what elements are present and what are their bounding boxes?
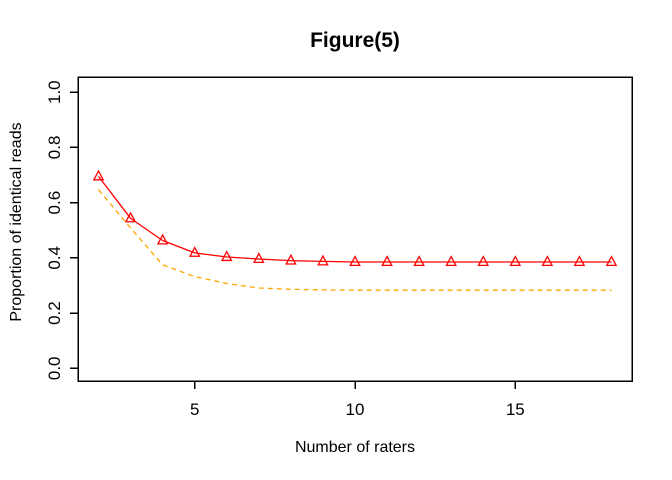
x-tick-label: 5 [190, 400, 199, 419]
data-point-marker-red-solid-triangles [605, 255, 618, 267]
data-point-marker-red-solid-triangles [285, 253, 297, 265]
series-line-red-solid-triangles [97, 176, 612, 263]
data-point-marker-red-solid-triangles [156, 233, 169, 245]
y-tick-label: 0.4 [45, 246, 64, 270]
plot-box [77, 76, 633, 382]
y-tick-label: 0.8 [45, 136, 64, 160]
data-point-marker-red-solid-triangles [92, 169, 105, 181]
data-point-marker-red-solid-triangles [445, 255, 457, 267]
data-point-marker-red-solid-triangles [381, 255, 393, 267]
chart-title: Figure(5) [310, 29, 400, 52]
y-tick-label: 1.0 [45, 80, 64, 104]
y-tick-label: 0.0 [45, 356, 64, 380]
data-point-marker-red-solid-triangles [317, 254, 329, 266]
x-tick-label: 10 [346, 400, 365, 419]
y-tick-label: 0.2 [45, 301, 64, 325]
data-point-marker-red-solid-triangles [541, 255, 554, 267]
data-point-marker-red-solid-triangles [509, 255, 522, 267]
data-point-marker-red-solid-triangles [253, 252, 265, 264]
series-line-orange-dashed [98, 189, 612, 291]
y-tick-label: 0.6 [45, 191, 64, 215]
data-point-marker-red-solid-triangles [220, 250, 233, 262]
data-point-marker-red-solid-triangles [573, 255, 586, 267]
data-point-marker-red-solid-triangles [413, 255, 425, 267]
x-tick-label: 15 [506, 400, 525, 419]
x-axis-title: Number of raters [294, 439, 416, 456]
data-point-marker-red-solid-triangles [477, 255, 490, 267]
y-axis-title: Proportion of identical reads [8, 122, 25, 322]
data-point-marker-red-solid-triangles [349, 255, 361, 267]
data-point-marker-red-solid-triangles [188, 246, 201, 257]
data-point-marker-red-solid-triangles [124, 211, 137, 223]
